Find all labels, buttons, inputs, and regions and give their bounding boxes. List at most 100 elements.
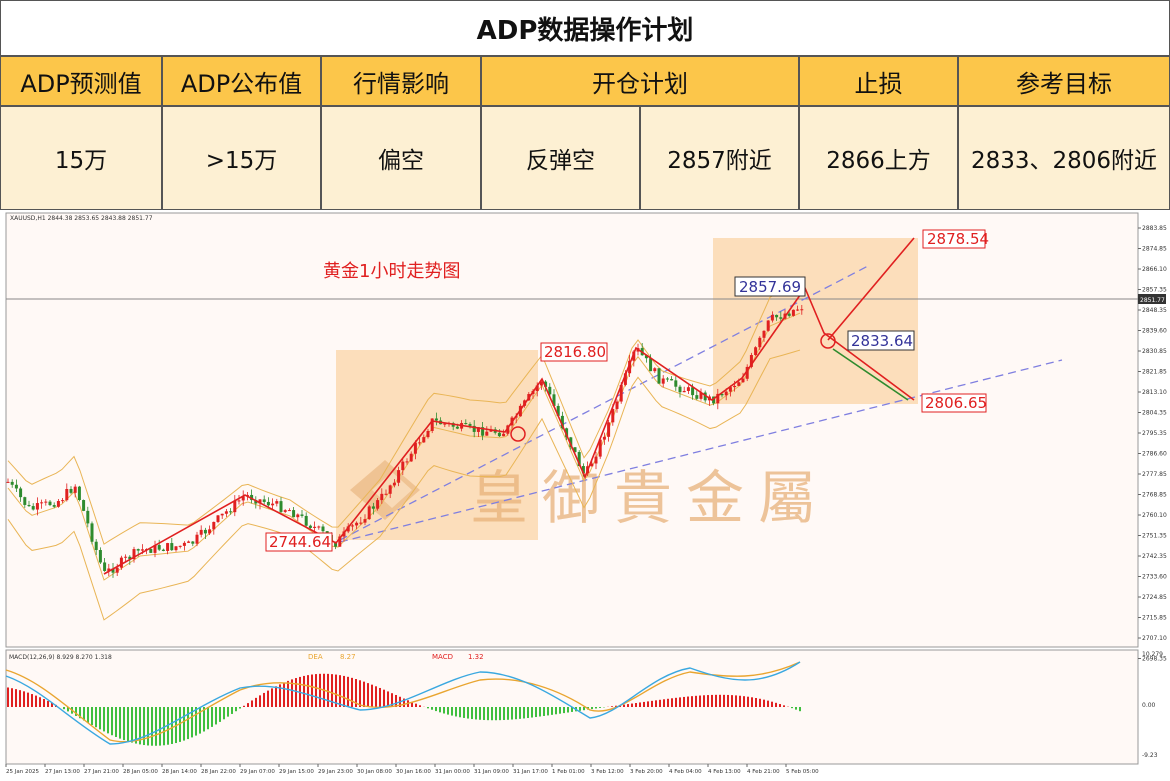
x-tick-label: 1 Feb 01:00 [552,769,585,775]
y-tick-label: 2760.10 [1142,512,1167,519]
x-tick-label: 29 Jan 23:00 [318,769,353,775]
macd-bar [763,700,765,707]
macd-bar [595,707,597,708]
candle-body [309,526,312,528]
x-tick-label: 29 Jan 15:00 [279,769,314,775]
macd-bar [759,699,761,707]
candle-body [19,488,22,497]
candle-body [485,432,488,436]
candle-body [40,502,43,503]
candle-body [796,310,799,311]
macd-bar [47,701,49,707]
macd-bar [383,690,385,707]
candle-body [800,309,803,310]
candle-body [397,470,400,483]
macd-bar [235,707,237,711]
macd-bar [567,707,569,713]
macd-bar [147,707,149,745]
candle-body [792,310,795,316]
macd-bar [583,707,585,710]
value-forecast: 15万 [0,106,162,210]
candle-body [317,527,320,528]
current-price-text: 2851.77 [1140,297,1165,304]
macd-bar [439,707,441,712]
candle-body [166,543,169,551]
candle-body [183,543,186,546]
macd-bar [271,688,273,707]
x-tick-label: 31 Jan 17:00 [513,769,548,775]
macd-bar [459,707,461,717]
candle-body [406,461,409,462]
watermark-text: 皇御貴金屬 [470,464,830,532]
svg-text:2833.64: 2833.64 [851,332,913,350]
macd-bar [19,690,21,707]
macd-bar [531,707,533,718]
macd-bar [663,699,665,707]
macd-bar [599,707,601,708]
value-stop: 2866上方 [799,106,958,210]
candle-body [36,503,39,510]
x-tick-label: 4 Feb 04:00 [669,769,702,775]
candle-body [288,510,291,511]
candle-body [464,423,467,424]
macd-bar [795,707,797,710]
macd-bar [255,698,257,707]
price-chart: 皇御貴金屬 黄金1小时走势图 XAUUSD,H1 2844.38 2853.65… [0,210,1170,777]
macd-bar [151,707,153,746]
x-tick-label: 4 Feb 21:00 [747,769,780,775]
macd-bar [31,694,33,707]
candle-body [208,529,211,533]
macd-bar [123,707,125,740]
macd-bar [463,707,465,718]
macd-bar [491,707,493,720]
macd-bar [455,707,457,716]
value-target: 2833、2806附近 [958,106,1170,210]
macd-bar [87,707,89,723]
macd-bar [283,683,285,707]
macd-bar [631,704,633,707]
candle-body [670,379,673,380]
macd-bar [747,697,749,707]
macd-tick-label: -9.23 [1142,752,1158,759]
y-axis: 2883.852874.852866.102857.352848.352839.… [1138,225,1167,663]
macd-bar [767,701,769,707]
macd-bar [267,691,269,707]
macd-bar [679,697,681,707]
candle-body [53,505,56,507]
macd-bar [611,706,613,707]
y-tick-label: 2768.85 [1142,492,1167,499]
macd-bar [655,700,657,707]
macd-bar [435,707,437,711]
symbol-header: XAUUSD,H1 2844.38 2853.65 2843.88 2851.7… [10,215,153,222]
candle-body [456,427,459,429]
macd-bar [239,707,241,709]
macd-bar [99,707,101,729]
macd-bar [351,678,353,707]
y-tick-label: 2733.60 [1142,574,1167,581]
header-actual: ADP公布值 [162,56,321,106]
candle-body [603,437,606,440]
y-tick-label: 2857.35 [1142,287,1167,294]
y-tick-label: 2874.85 [1142,246,1167,253]
macd-bar [275,686,277,707]
macd-bar [23,691,25,707]
macd-bar [219,707,221,722]
y-tick-label: 2821.85 [1142,369,1167,376]
candle-body [788,314,791,316]
macd-bar [703,695,705,707]
candle-body [658,368,661,383]
macd-bar [739,696,741,707]
candle-body [28,505,31,506]
macd-bar [451,707,453,716]
macd-bar [639,702,641,707]
macd-bar [155,707,157,746]
header-forecast: ADP预测值 [0,56,162,106]
macd-bar [719,695,721,707]
candle-body [11,482,14,485]
macd-bar [287,681,289,707]
macd-bar [231,707,233,714]
candle-body [767,320,770,330]
macd-bar [539,707,541,717]
macd-bar [303,676,305,707]
x-tick-label: 3 Feb 20:00 [630,769,663,775]
